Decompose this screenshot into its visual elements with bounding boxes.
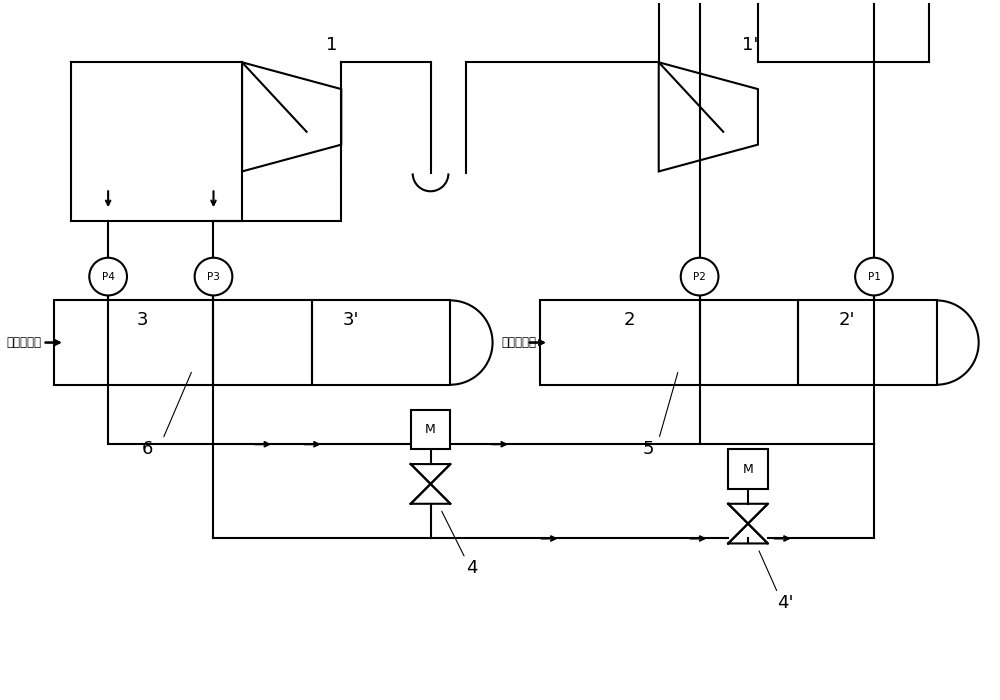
- Text: 4: 4: [466, 559, 478, 578]
- Text: 1: 1: [326, 36, 337, 55]
- Text: 3: 3: [137, 312, 149, 329]
- Text: P3: P3: [207, 272, 220, 281]
- Bar: [312, 300, 450, 385]
- Text: P2: P2: [693, 272, 706, 281]
- Circle shape: [855, 258, 893, 295]
- Text: 2': 2': [839, 312, 855, 329]
- Text: P4: P4: [102, 272, 115, 281]
- Bar: [540, 300, 798, 385]
- Text: 水室入口侧: 水室入口侧: [501, 336, 536, 349]
- Text: 5: 5: [643, 440, 655, 458]
- Text: 4': 4': [777, 594, 794, 612]
- Text: M: M: [743, 463, 753, 475]
- Text: 水室入口侧: 水室入口侧: [6, 336, 41, 349]
- Circle shape: [681, 258, 718, 295]
- Bar: [54, 300, 312, 385]
- Bar: [411, 410, 450, 449]
- Circle shape: [89, 258, 127, 295]
- Text: 6: 6: [142, 440, 154, 458]
- Text: M: M: [425, 423, 436, 436]
- Circle shape: [195, 258, 232, 295]
- Text: 1': 1': [742, 36, 758, 55]
- Text: P1: P1: [868, 272, 880, 281]
- Text: 3': 3': [343, 312, 359, 329]
- Bar: [798, 300, 937, 385]
- Text: 2: 2: [623, 312, 635, 329]
- Bar: [728, 449, 768, 489]
